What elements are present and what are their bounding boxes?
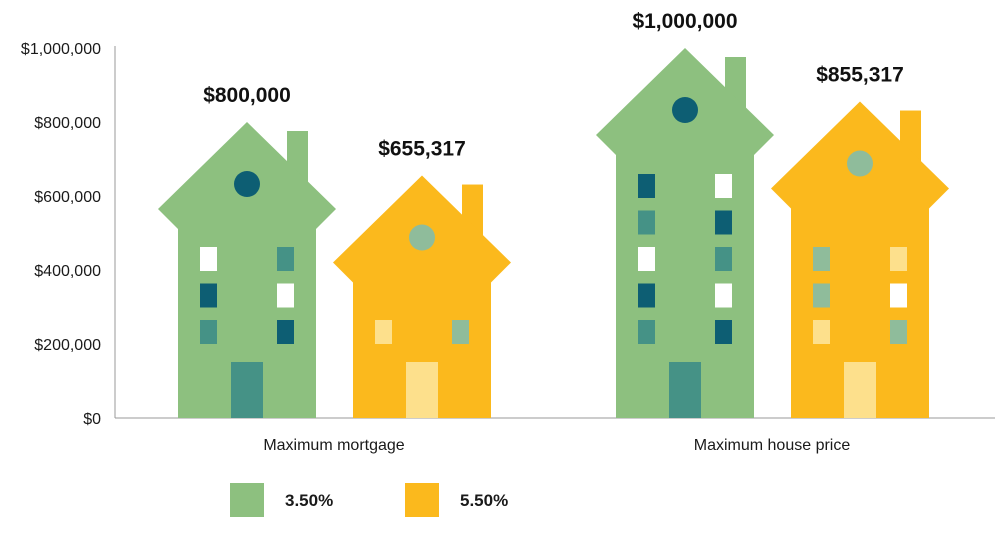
window: [890, 283, 907, 308]
door: [406, 362, 438, 418]
window: [715, 174, 732, 198]
y-tick-label: $0: [83, 411, 101, 428]
window: [200, 320, 217, 344]
bars-layer: [158, 48, 949, 418]
house-bar: [158, 122, 336, 418]
window: [452, 320, 469, 344]
y-tick-label: $800,000: [34, 115, 101, 132]
window: [813, 283, 830, 308]
window: [890, 320, 907, 344]
data-label: $655,317: [378, 138, 466, 161]
house-bar: [771, 101, 949, 418]
legend-label: 3.50%: [285, 491, 333, 510]
y-tick-label: $200,000: [34, 337, 101, 354]
window: [638, 210, 655, 235]
house-body: [333, 175, 511, 418]
window: [813, 320, 830, 344]
y-tick-label: $600,000: [34, 189, 101, 206]
window: [715, 283, 732, 308]
window: [200, 283, 217, 308]
window: [277, 283, 294, 308]
window: [813, 247, 830, 271]
roof-window: [409, 224, 435, 251]
door: [231, 362, 263, 418]
window: [638, 247, 655, 271]
axis-layer: $0 $200,000 $400,000 $600,000 $800,000 $1,000…: [21, 41, 995, 454]
window: [638, 320, 655, 344]
category-label: Maximum mortgage: [263, 437, 404, 454]
door: [844, 362, 876, 418]
legend: 3.50% 5.50%: [230, 483, 508, 517]
window: [715, 247, 732, 271]
data-label: $1,000,000: [632, 10, 737, 33]
window: [638, 174, 655, 198]
window: [638, 283, 655, 308]
y-tick-label: $400,000: [34, 263, 101, 280]
roof-window: [847, 150, 873, 177]
labels-layer: $800,000 $1,000,000 $655,317 $855,317: [203, 10, 904, 161]
roof-window: [672, 97, 698, 123]
window: [200, 247, 217, 271]
category-label: Maximum house price: [694, 437, 851, 454]
house-bar: [596, 48, 774, 418]
data-label: $800,000: [203, 84, 291, 107]
house-bar: [333, 175, 511, 418]
window: [375, 320, 392, 344]
window: [277, 320, 294, 344]
door: [669, 362, 701, 418]
legend-swatch: [405, 483, 439, 517]
data-label: $855,317: [816, 64, 904, 87]
y-tick-label: $1,000,000: [21, 41, 101, 58]
window: [715, 320, 732, 344]
legend-swatch: [230, 483, 264, 517]
window: [715, 210, 732, 235]
window: [277, 247, 294, 271]
window: [890, 247, 907, 271]
roof-window: [234, 171, 260, 197]
legend-label: 5.50%: [460, 491, 508, 510]
